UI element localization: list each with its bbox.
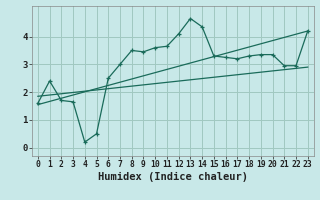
- X-axis label: Humidex (Indice chaleur): Humidex (Indice chaleur): [98, 172, 248, 182]
